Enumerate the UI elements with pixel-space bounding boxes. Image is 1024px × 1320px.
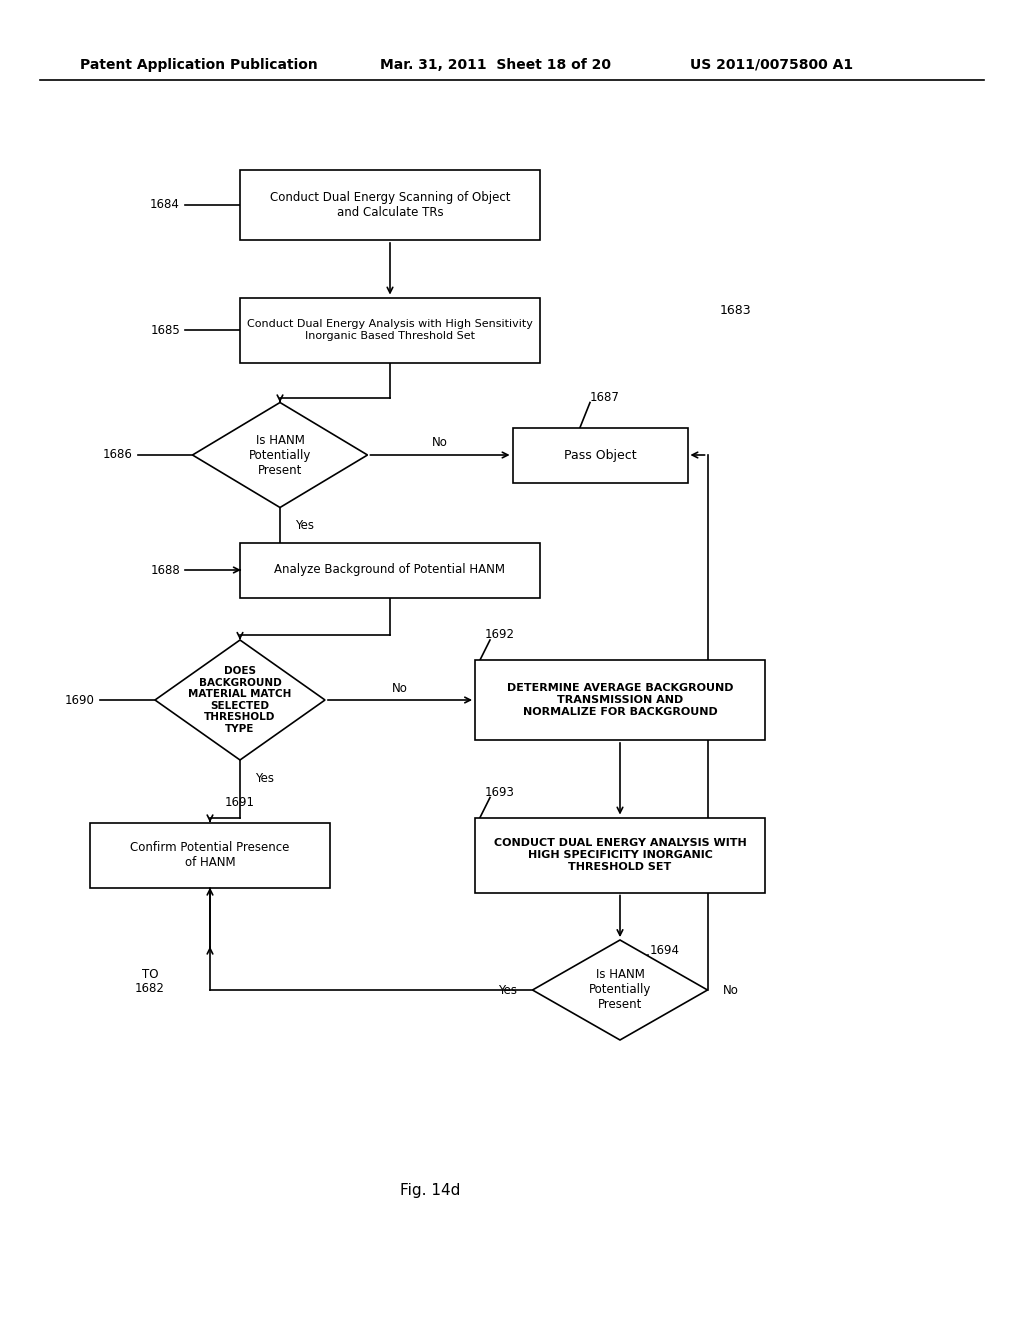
Text: 1686: 1686 bbox=[102, 449, 132, 462]
Text: 1694: 1694 bbox=[650, 944, 680, 957]
Text: Confirm Potential Presence
of HANM: Confirm Potential Presence of HANM bbox=[130, 841, 290, 869]
Text: 1693: 1693 bbox=[485, 785, 515, 799]
Polygon shape bbox=[532, 940, 708, 1040]
Text: 1683: 1683 bbox=[720, 304, 752, 317]
Text: CONDUCT DUAL ENERGY ANALYSIS WITH
HIGH SPECIFICITY INORGANIC
THRESHOLD SET: CONDUCT DUAL ENERGY ANALYSIS WITH HIGH S… bbox=[494, 838, 746, 871]
Text: Analyze Background of Potential HANM: Analyze Background of Potential HANM bbox=[274, 564, 506, 577]
Text: DOES
BACKGROUND
MATERIAL MATCH
SELECTED
THRESHOLD
TYPE: DOES BACKGROUND MATERIAL MATCH SELECTED … bbox=[188, 667, 292, 734]
Text: Conduct Dual Energy Scanning of Object
and Calculate TRs: Conduct Dual Energy Scanning of Object a… bbox=[269, 191, 510, 219]
Text: No: No bbox=[432, 437, 447, 450]
Polygon shape bbox=[193, 403, 368, 507]
Bar bbox=[240, 297, 540, 363]
Text: DETERMINE AVERAGE BACKGROUND
TRANSMISSION AND
NORMALIZE FOR BACKGROUND: DETERMINE AVERAGE BACKGROUND TRANSMISSIO… bbox=[507, 684, 733, 717]
Text: 1691: 1691 bbox=[225, 796, 255, 809]
Text: Yes: Yes bbox=[255, 771, 274, 784]
Text: Fig. 14d: Fig. 14d bbox=[399, 1183, 460, 1197]
Text: No: No bbox=[723, 983, 738, 997]
Text: Is HANM
Potentially
Present: Is HANM Potentially Present bbox=[249, 433, 311, 477]
Text: 1692: 1692 bbox=[485, 628, 515, 642]
Text: 1690: 1690 bbox=[66, 693, 95, 706]
Text: Yes: Yes bbox=[295, 519, 314, 532]
Polygon shape bbox=[155, 640, 325, 760]
Text: 1684: 1684 bbox=[151, 198, 180, 211]
Bar bbox=[475, 660, 765, 741]
Text: Mar. 31, 2011  Sheet 18 of 20: Mar. 31, 2011 Sheet 18 of 20 bbox=[380, 58, 611, 73]
Bar bbox=[240, 170, 540, 240]
Text: 1687: 1687 bbox=[590, 391, 620, 404]
Bar bbox=[90, 822, 330, 887]
Bar bbox=[240, 543, 540, 598]
Text: Conduct Dual Energy Analysis with High Sensitivity
Inorganic Based Threshold Set: Conduct Dual Energy Analysis with High S… bbox=[247, 319, 532, 341]
Text: Patent Application Publication: Patent Application Publication bbox=[80, 58, 317, 73]
Text: 1688: 1688 bbox=[151, 564, 180, 577]
Text: Pass Object: Pass Object bbox=[563, 449, 636, 462]
Text: Yes: Yes bbox=[499, 983, 517, 997]
Text: 1685: 1685 bbox=[151, 323, 180, 337]
Text: Is HANM
Potentially
Present: Is HANM Potentially Present bbox=[589, 969, 651, 1011]
Text: TO
1682: TO 1682 bbox=[135, 968, 165, 995]
Text: No: No bbox=[392, 681, 408, 694]
Bar bbox=[512, 428, 687, 483]
Bar bbox=[475, 817, 765, 892]
Text: US 2011/0075800 A1: US 2011/0075800 A1 bbox=[690, 58, 853, 73]
